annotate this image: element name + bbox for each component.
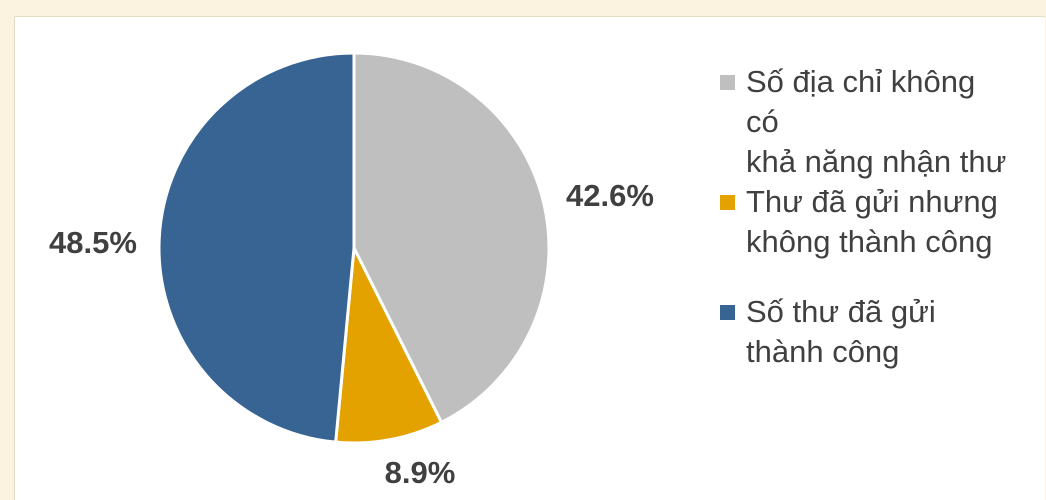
chart-legend: Số địa chỉ không có khả năng nhận thư Th…	[720, 62, 1040, 402]
legend-item-2: Số thư đã gửi thành công	[720, 292, 1040, 372]
pie-slice-2	[157, 51, 356, 444]
pie-slices	[157, 51, 551, 445]
legend-label-0: Số địa chỉ không có khả năng nhận thư	[746, 64, 1007, 179]
slice-label-1: 8.9%	[385, 455, 456, 490]
legend-swatch-1	[720, 195, 735, 210]
legend-item-1: Thư đã gửi nhưng không thành công	[720, 182, 1040, 262]
legend-item-0: Số địa chỉ không có khả năng nhận thư	[720, 62, 1040, 182]
legend-swatch-0	[720, 75, 735, 90]
slice-label-0: 42.6%	[566, 178, 654, 213]
legend-label-2: Số thư đã gửi thành công	[746, 294, 936, 369]
pie-slice-0	[352, 51, 551, 424]
pie-slice-1	[334, 246, 443, 445]
legend-swatch-2	[720, 305, 735, 320]
legend-label-1: Thư đã gửi nhưng không thành công	[746, 184, 998, 259]
slice-label-2: 48.5%	[49, 225, 137, 260]
